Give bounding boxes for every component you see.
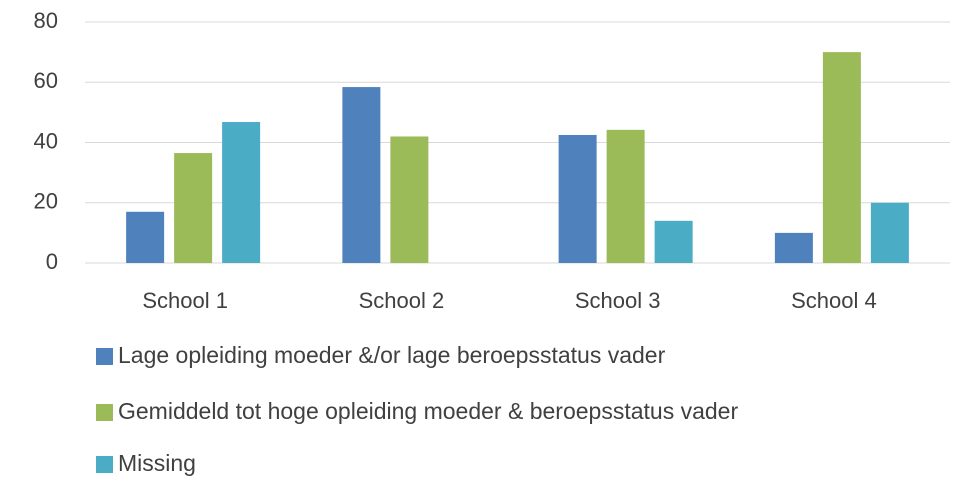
x-tick-label: School 1 (142, 288, 228, 313)
bar (342, 87, 381, 263)
bar (174, 153, 213, 263)
bar (822, 52, 861, 263)
x-tick-label: School 2 (359, 288, 445, 313)
y-tick-label: 40 (34, 128, 58, 153)
bar (126, 211, 165, 263)
y-tick-label: 0 (46, 249, 58, 274)
bar (654, 220, 693, 263)
y-tick-label: 20 (34, 189, 58, 214)
y-tick-label: 80 (34, 8, 58, 33)
x-tick-label: School 3 (575, 288, 661, 313)
plot-area: 0 20 40 60 80 School 1 School 2 School 3 School … (34, 8, 950, 313)
bar (390, 136, 429, 263)
legend-label: Lage opleiding moeder &/or lage beroepss… (118, 342, 666, 368)
bar (222, 122, 261, 263)
y-tick-label: 60 (34, 68, 58, 93)
legend-label: Gemiddeld tot hoge opleiding moeder & be… (118, 398, 738, 424)
bar (558, 134, 597, 263)
bar (870, 202, 909, 263)
bar (606, 129, 645, 263)
legend-swatch (96, 348, 113, 365)
legend: Lage opleiding moeder &/or lage beroepss… (96, 342, 738, 476)
legend-label: Missing (118, 450, 196, 476)
x-tick-label: School 4 (791, 288, 877, 313)
bar (774, 232, 813, 263)
legend-swatch (96, 404, 113, 421)
legend-swatch (96, 456, 113, 473)
